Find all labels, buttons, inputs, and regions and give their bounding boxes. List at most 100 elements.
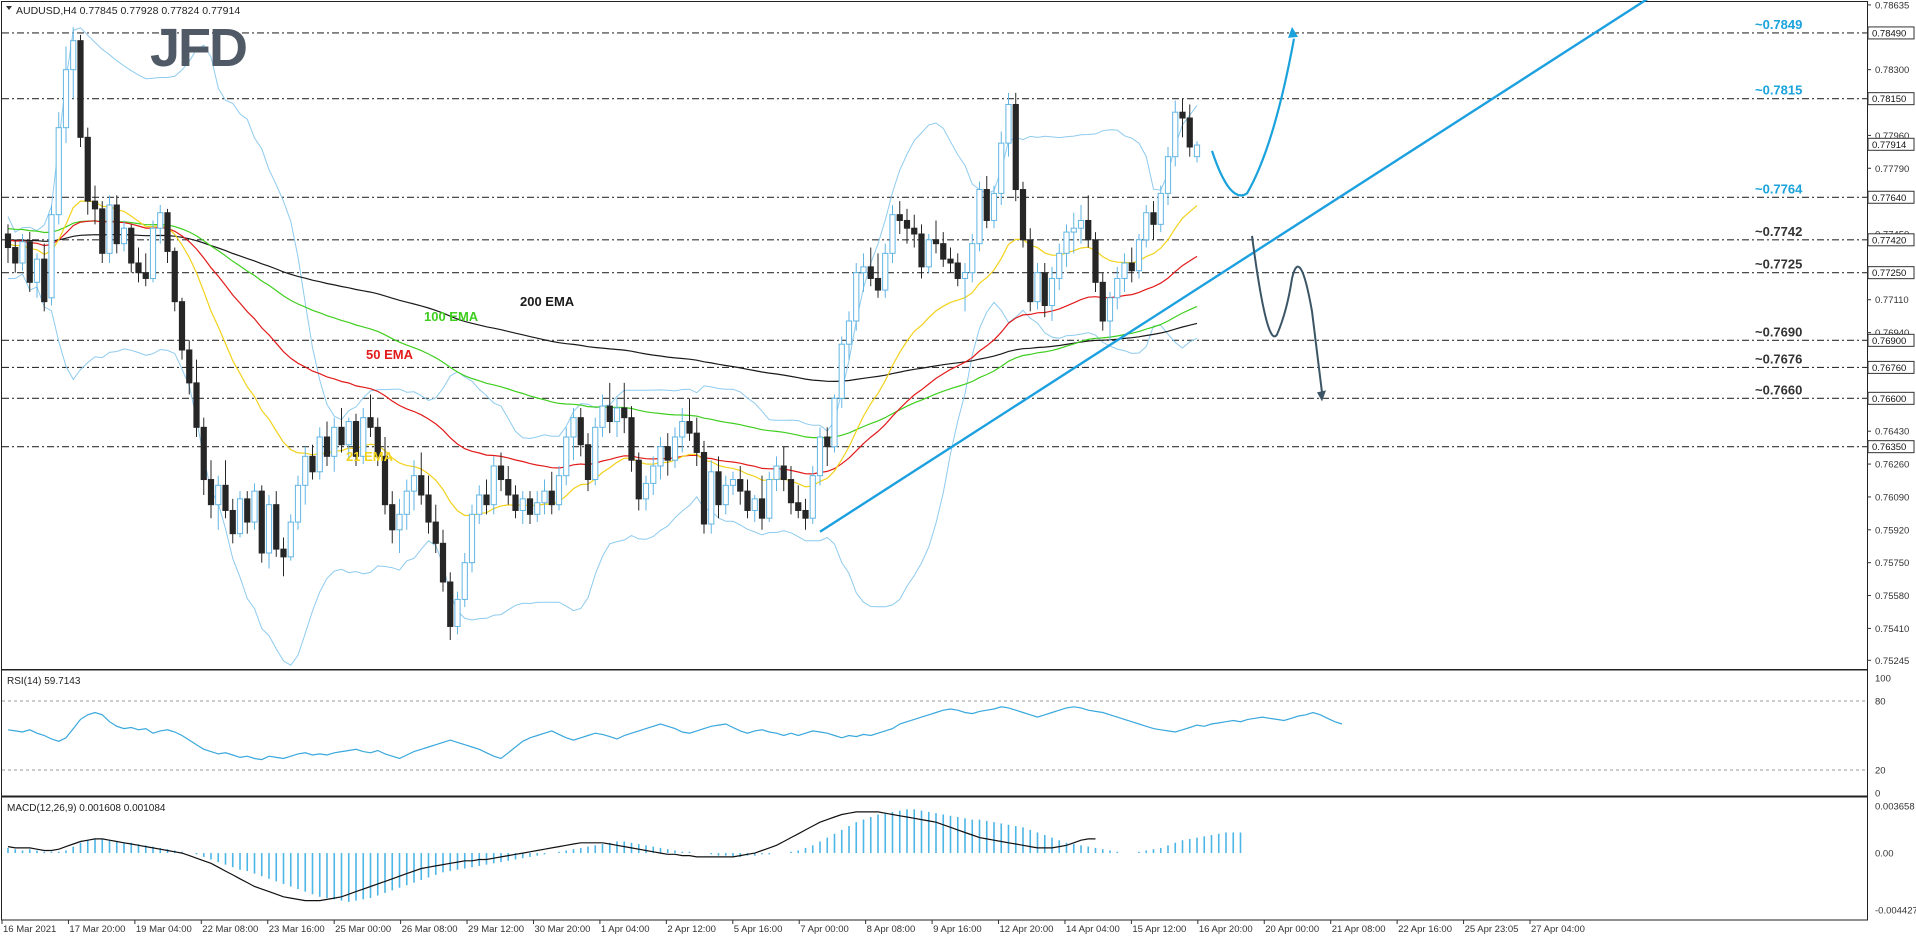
bullish-candle: [998, 142, 1005, 194]
bullish-candle: [845, 320, 853, 345]
bearish-candle: [1150, 212, 1157, 225]
bullish-candle: [410, 475, 418, 492]
bearish-candle: [628, 417, 635, 461]
bearish-candle: [1085, 219, 1092, 241]
bullish-candle: [555, 475, 563, 506]
bullish-candle: [853, 272, 860, 322]
up-arrow-icon: [1288, 26, 1298, 38]
bearish-candle: [164, 212, 171, 252]
bullish-candle: [976, 189, 983, 245]
x-tick-label: 1 Apr 04:00: [601, 924, 650, 935]
x-tick-label: 27 Apr 04:00: [1531, 924, 1585, 935]
bearish-candle: [911, 227, 918, 235]
bearish-candle: [1179, 111, 1186, 119]
bearish-candle: [432, 521, 439, 544]
macd-tick-label: 0.003658: [1875, 802, 1915, 813]
bullish-candle: [157, 212, 164, 229]
bullish-candle: [773, 465, 780, 481]
price-tag-box: [1867, 233, 1915, 247]
y-tick-label: 0.75410: [1875, 624, 1909, 635]
bearish-candle: [193, 382, 200, 428]
bullish-candle: [1106, 297, 1114, 322]
y-tick-label: 0.78300: [1875, 65, 1909, 76]
x-tick-label: 17 Mar 20:00: [69, 924, 125, 935]
bullish-candle: [882, 252, 889, 291]
bullish-scenario-path: [1210, 38, 1296, 197]
price-tag-label: 0.76900: [1872, 336, 1906, 347]
x-tick-label: 26 Mar 08:00: [402, 924, 458, 935]
bearish-candle: [244, 498, 251, 523]
bullish-candle: [149, 227, 157, 279]
y-tick-label: 0.75750: [1875, 558, 1909, 569]
x-tick-label: 19 Mar 04:00: [136, 924, 192, 935]
bearish-candle: [367, 417, 374, 428]
price-tag-label: 0.77420: [1872, 235, 1906, 246]
y-tick-label: 0.77790: [1875, 164, 1909, 175]
x-tick-label: 16 Mar 2021: [3, 924, 56, 935]
y-tick-label: 0.76260: [1875, 460, 1909, 471]
y-tick-label: 0.75920: [1875, 525, 1909, 536]
bearish-candle: [1128, 262, 1135, 272]
bearish-candle: [606, 405, 613, 423]
bearish-candle: [447, 581, 454, 627]
bearish-candle: [903, 219, 911, 229]
bearish-candle: [932, 239, 940, 245]
bearish-candle: [381, 455, 389, 506]
bearish-candle: [737, 479, 744, 492]
bearish-candle: [26, 241, 33, 283]
bullish-candle: [490, 465, 497, 506]
ema-label: 50 EMA: [366, 347, 414, 362]
price-tag-box: [1867, 92, 1915, 106]
bearish-candle: [874, 277, 882, 291]
price-tag-label: 0.77640: [1872, 193, 1906, 204]
bearish-candle: [700, 451, 708, 525]
bullish-candle: [345, 421, 352, 446]
bullish-candle: [331, 426, 338, 457]
y-tick-label: 0.77110: [1875, 295, 1909, 306]
bullish-candle: [592, 426, 599, 481]
bearish-candle: [548, 490, 555, 506]
bullish-candle: [679, 421, 686, 438]
bearish-candle: [99, 208, 106, 254]
y-tick-label: 0.76090: [1875, 492, 1909, 503]
macd-tick-label: 0.00: [1875, 849, 1894, 860]
price-tag-label: 0.77914: [1872, 140, 1906, 151]
bearish-candle: [142, 272, 149, 279]
bearish-candle: [84, 136, 91, 202]
x-tick-label: 25 Apr 23:05: [1465, 924, 1519, 935]
bullish-candle: [360, 417, 367, 457]
price-tag-box: [1867, 190, 1915, 204]
bearish-candle: [512, 494, 519, 511]
bearish-candle: [1012, 103, 1019, 191]
bearish-candle: [135, 262, 142, 274]
bearish-candle: [1019, 189, 1027, 241]
bullish-candle: [816, 436, 824, 477]
bearish-candle: [896, 214, 903, 221]
bearish-candle: [577, 417, 584, 446]
bearish-candle: [686, 421, 693, 434]
bearish-candle: [824, 436, 831, 448]
bearish-candle: [758, 498, 766, 519]
bullish-candle: [766, 479, 773, 519]
dropdown-arrow-icon[interactable]: [6, 6, 12, 10]
ema-label: 100 EMA: [424, 309, 479, 324]
bearish-candle: [41, 258, 48, 303]
level-label: ~0.7742: [1755, 224, 1802, 239]
bearish-candle: [621, 407, 628, 419]
bearish-candle: [780, 465, 787, 481]
ema-label: 21 EMA: [346, 449, 394, 464]
bearish-candle: [983, 189, 990, 221]
bearish-candle: [178, 301, 186, 351]
level-label: ~0.7764: [1755, 181, 1803, 196]
rsi-tick-label: 0: [1875, 789, 1880, 800]
bullish-candle: [1056, 252, 1063, 279]
bearish-candle: [947, 258, 954, 264]
macd-pane-frame: [1, 796, 1868, 921]
bearish-candle: [425, 494, 432, 523]
bearish-candle: [744, 490, 751, 511]
bullish-candle: [403, 490, 410, 515]
bearish-candle: [439, 542, 447, 583]
bullish-candle: [468, 513, 476, 564]
bearish-candle: [389, 504, 396, 531]
